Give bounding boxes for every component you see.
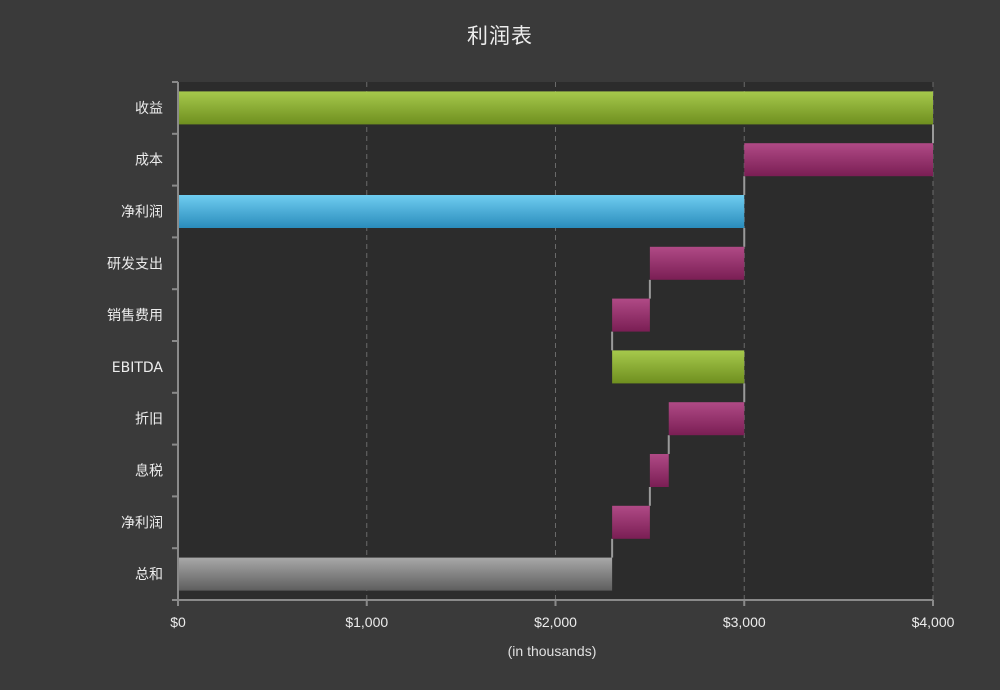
- x-axis-title: (in thousands): [508, 643, 597, 659]
- bar-0: [178, 91, 933, 125]
- axes: [172, 81, 934, 606]
- bar-9: [178, 557, 613, 591]
- bar-2: [178, 195, 745, 228]
- x-tick-label-1: $1,000: [345, 614, 388, 630]
- bar-6: [668, 402, 745, 436]
- bars: [178, 91, 933, 591]
- category-label-8: 净利润: [121, 515, 163, 531]
- category-label-4: 销售费用: [107, 308, 163, 324]
- category-label-5: EBITDA: [112, 360, 164, 376]
- category-label-7: 息税: [135, 463, 163, 480]
- bar-7: [649, 454, 669, 487]
- bar-1: [744, 143, 933, 177]
- category-label-6: 折旧: [135, 412, 163, 428]
- chart-title: 利润表: [467, 24, 533, 48]
- category-label-2: 净利润: [121, 205, 163, 221]
- category-label-3: 研发支出: [107, 256, 163, 272]
- category-label-9: 总和: [135, 567, 163, 583]
- category-label-1: 成本: [135, 153, 163, 169]
- bar-4: [612, 298, 650, 332]
- x-tick-label-4: $4,000: [912, 614, 955, 630]
- x-tick-label-0: $0: [170, 614, 186, 630]
- bar-5: [612, 350, 745, 384]
- bar-3: [649, 246, 745, 280]
- connectors: [611, 124, 934, 558]
- bar-8: [612, 505, 650, 539]
- x-tick-label-3: $3,000: [723, 614, 766, 630]
- category-label-0: 收益: [135, 101, 163, 117]
- x-tick-label-2: $2,000: [534, 614, 577, 630]
